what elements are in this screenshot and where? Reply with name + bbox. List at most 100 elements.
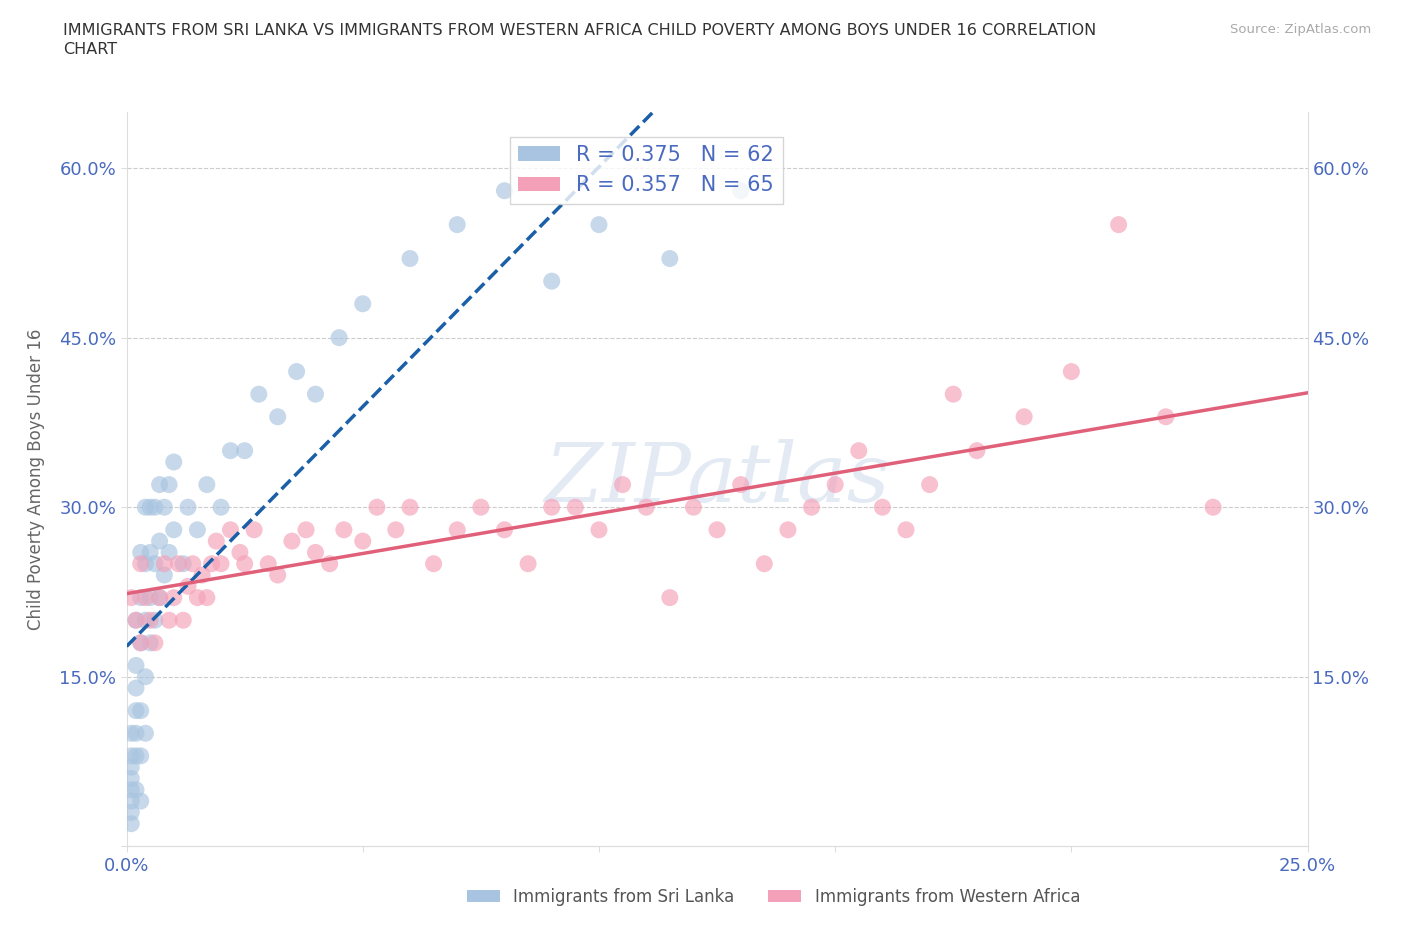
Point (149, 591, 172, 605)
Point (494, 183, 516, 198)
Point (894, 523, 917, 538)
Point (120, 591, 142, 605)
Point (682, 499, 704, 514)
Point (186, 523, 208, 538)
Point (304, 545, 326, 560)
Point (470, 499, 492, 514)
Point (177, 499, 200, 514)
Point (564, 499, 586, 514)
Point (125, 703, 148, 718)
Point (848, 444, 870, 458)
Point (1154, 409, 1177, 424)
Point (172, 613, 194, 628)
Point (285, 365, 308, 379)
Point (1060, 365, 1083, 379)
Point (352, 297, 374, 312)
Point (399, 499, 422, 514)
Text: Source: ZipAtlas.com: Source: ZipAtlas.com (1230, 23, 1371, 36)
Point (134, 670, 156, 684)
Point (1108, 218, 1130, 232)
Point (120, 793, 142, 808)
Point (304, 387, 326, 402)
Point (209, 556, 232, 571)
Point (129, 591, 152, 605)
Point (125, 613, 148, 628)
Point (129, 703, 152, 718)
Point (612, 477, 634, 492)
Text: CHART: CHART (63, 42, 117, 57)
Point (120, 725, 142, 740)
Point (422, 556, 444, 571)
Point (385, 523, 408, 538)
Point (636, 499, 658, 514)
Point (143, 556, 166, 571)
Point (134, 725, 156, 740)
Point (129, 635, 152, 650)
Point (658, 251, 681, 266)
Point (163, 455, 186, 470)
Point (328, 330, 350, 345)
Point (776, 523, 799, 538)
Point (730, 183, 752, 198)
Point (494, 523, 516, 538)
Point (446, 218, 468, 232)
Point (139, 499, 162, 514)
Point (125, 613, 148, 628)
Text: ZIPatlas: ZIPatlas (544, 439, 890, 519)
Point (540, 273, 562, 288)
Point (824, 477, 846, 492)
Point (540, 499, 562, 514)
Point (399, 251, 422, 266)
Point (157, 613, 180, 628)
Point (195, 591, 218, 605)
Point (333, 523, 356, 538)
Point (120, 749, 142, 764)
Point (233, 444, 256, 458)
Point (658, 591, 681, 605)
Point (120, 782, 142, 797)
Point (129, 635, 152, 650)
Point (267, 409, 290, 424)
Point (1202, 499, 1225, 514)
Point (125, 782, 148, 797)
Point (139, 545, 162, 560)
Point (200, 556, 222, 571)
Point (143, 635, 166, 650)
Point (588, 523, 610, 538)
Point (125, 749, 148, 764)
Y-axis label: Child Poverty Among Boys Under 16: Child Poverty Among Boys Under 16 (27, 328, 45, 630)
Point (918, 477, 941, 492)
Point (195, 477, 218, 492)
Point (157, 545, 180, 560)
Point (125, 681, 148, 696)
Point (517, 556, 540, 571)
Point (247, 387, 270, 402)
Point (295, 523, 318, 538)
Point (186, 591, 208, 605)
Point (167, 556, 190, 571)
Point (281, 534, 304, 549)
Point (129, 749, 152, 764)
Point (706, 523, 728, 538)
Point (139, 635, 162, 650)
Point (120, 805, 142, 820)
Point (233, 556, 256, 571)
Point (588, 218, 610, 232)
Point (139, 591, 162, 605)
Point (149, 534, 172, 549)
Point (800, 499, 823, 514)
Point (1012, 409, 1035, 424)
Point (163, 591, 186, 605)
Point (366, 499, 388, 514)
Point (163, 523, 186, 538)
Point (267, 567, 290, 582)
Point (966, 444, 988, 458)
Point (229, 545, 252, 560)
Point (134, 556, 156, 571)
Point (219, 523, 242, 538)
Point (153, 567, 176, 582)
Point (172, 556, 194, 571)
Point (125, 725, 148, 740)
Point (243, 523, 266, 538)
Point (219, 444, 242, 458)
